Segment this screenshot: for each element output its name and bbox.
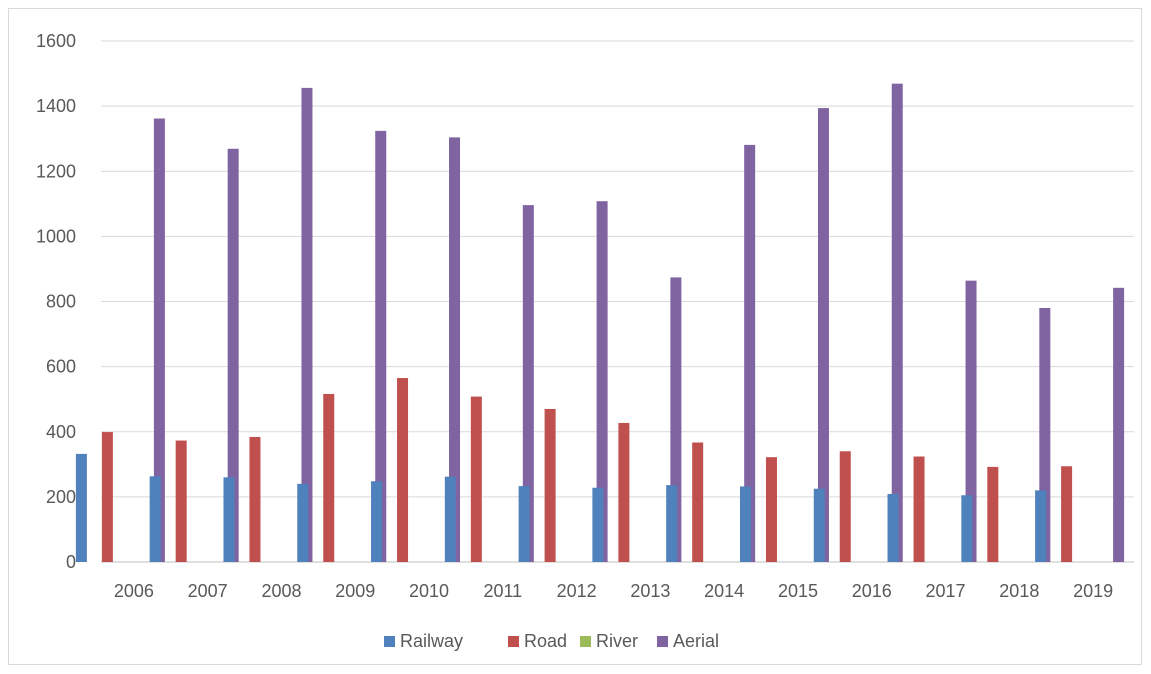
bar-aerial [522, 205, 534, 563]
bar-aerial [153, 118, 165, 562]
y-tick-label: 1600 [36, 31, 76, 51]
bar-road [470, 396, 482, 562]
legend-label: Road [524, 631, 567, 651]
bar-aerial [670, 277, 682, 562]
bar-railway [1035, 490, 1047, 562]
bar-aerial [227, 148, 239, 563]
bar-railway [518, 486, 530, 562]
x-axis: 2006 2007 2008 2009 2010 2011 2012 2013 2014 2015… [114, 581, 1113, 601]
legend-item-river: River [580, 631, 638, 651]
x-tick-label: 2009 [335, 581, 375, 601]
bar-road [692, 442, 704, 562]
x-tick-label: 2017 [926, 581, 966, 601]
bar-aerial [1039, 308, 1051, 562]
bar-road [175, 440, 187, 562]
legend-item-aerial: Aerial [657, 631, 719, 651]
bar-road [765, 457, 777, 562]
bar-road [544, 408, 556, 562]
y-tick-label: 0 [66, 552, 76, 572]
bar-aerial [596, 201, 608, 562]
x-tick-label: 2016 [852, 581, 892, 601]
bar-road [249, 436, 261, 562]
bar-railway [297, 483, 309, 562]
bar-railway [592, 487, 604, 562]
legend-label: Railway [400, 631, 463, 651]
bar-road [618, 422, 630, 562]
bar-railway [444, 476, 456, 562]
x-tick-label: 2012 [557, 581, 597, 601]
bar-road [839, 451, 851, 562]
x-tick-label: 2007 [188, 581, 228, 601]
x-tick-label: 2015 [778, 581, 818, 601]
bar-aerial [301, 87, 313, 562]
legend-label: Aerial [673, 631, 719, 651]
y-tick-label: 1000 [36, 226, 76, 246]
x-tick-label: 2010 [409, 581, 449, 601]
bar-aerial [375, 130, 387, 562]
bar-aerial [891, 83, 903, 563]
bar-railway [223, 477, 235, 562]
y-tick-label: 600 [46, 357, 76, 377]
legend-swatch [580, 636, 591, 647]
legend-label: River [596, 631, 638, 651]
bar-road [323, 393, 335, 562]
bar-railway [739, 486, 751, 562]
x-tick-label: 2014 [704, 581, 744, 601]
chart-frame: 0 200 400 600 800 1000 1200 1400 1600 2006 2007 20… [8, 8, 1142, 665]
bar-road [1061, 466, 1073, 562]
bar-road [101, 432, 113, 562]
legend-swatch [508, 636, 519, 647]
x-tick-label: 2006 [114, 581, 154, 601]
gridlines [101, 40, 1134, 563]
bar-road [913, 456, 925, 562]
x-tick-label: 2018 [999, 581, 1039, 601]
bar-railway [666, 485, 678, 562]
bar-railway [887, 493, 899, 562]
bar-road [987, 466, 999, 562]
x-tick-label: 2019 [1073, 581, 1113, 601]
legend-swatch [384, 636, 395, 647]
y-tick-label: 800 [46, 292, 76, 312]
bar-aerial [817, 108, 829, 563]
x-tick-label: 2013 [630, 581, 670, 601]
y-tick-label: 400 [46, 422, 76, 442]
legend-swatch [657, 636, 668, 647]
y-tick-label: 1400 [36, 96, 76, 116]
bar-road [397, 378, 409, 562]
legend-item-road: Road [508, 631, 567, 651]
y-tick-label: 1200 [36, 161, 76, 181]
bar-railway [149, 476, 161, 562]
legend: Railway Road River Aerial [384, 631, 719, 651]
x-tick-label: 2011 [483, 581, 522, 601]
bar-railway [961, 495, 973, 562]
bar-aerial [965, 280, 977, 562]
y-tick-label: 200 [46, 487, 76, 507]
x-tick-label: 2008 [261, 581, 301, 601]
bar-railway [371, 481, 383, 562]
bars [75, 83, 1125, 563]
bar-aerial [744, 144, 756, 562]
bar-railway [813, 488, 825, 562]
bar-aerial [449, 137, 461, 562]
y-axis: 0 200 400 600 800 1000 1200 1400 1600 [36, 31, 76, 572]
bar-aerial [1113, 287, 1125, 562]
legend-item-railway: Railway [384, 631, 463, 651]
bar-railway [75, 453, 87, 562]
